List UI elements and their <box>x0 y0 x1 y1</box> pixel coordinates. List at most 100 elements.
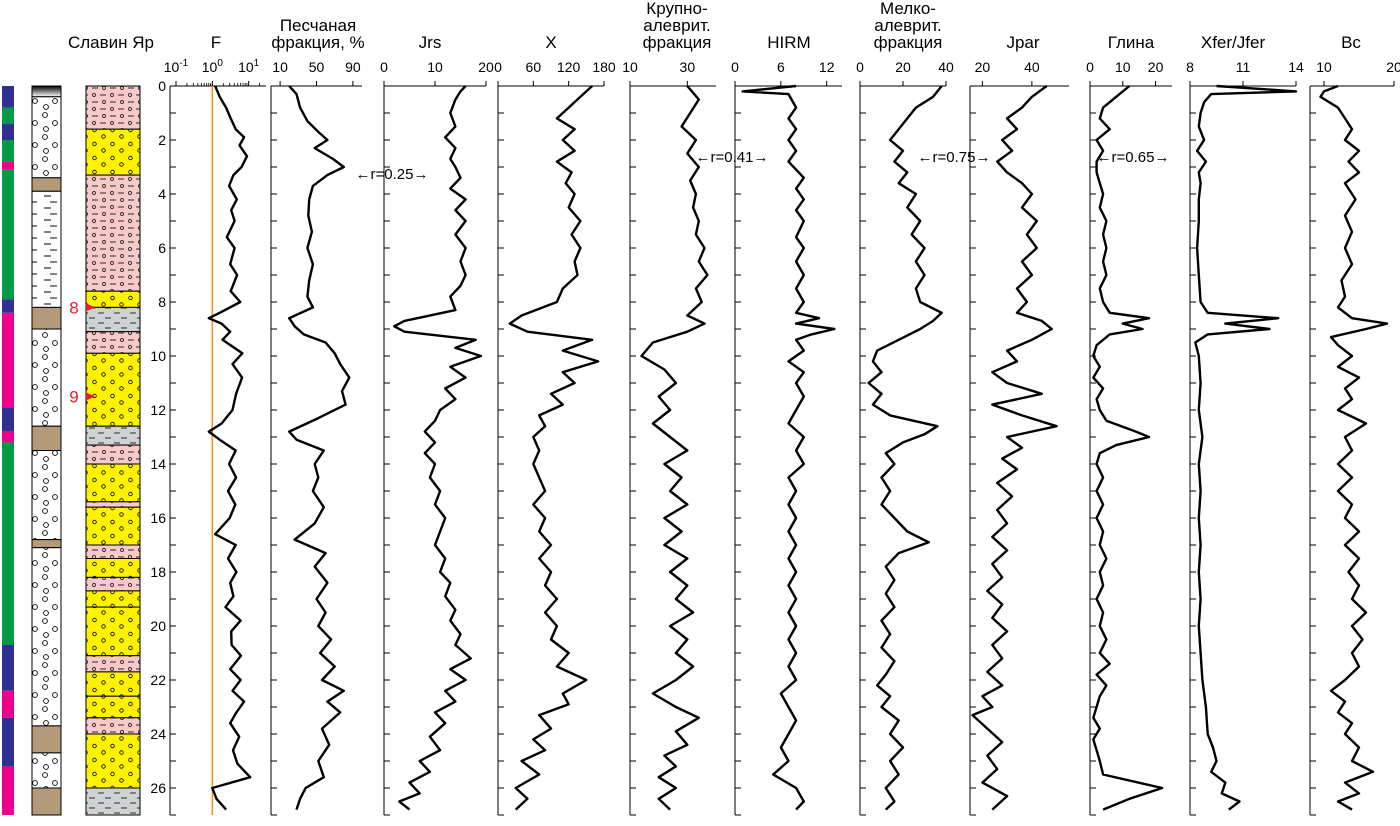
strip-segment-blue <box>2 644 14 691</box>
panel-title: Песчаная <box>280 16 356 35</box>
lithology-layer-sand <box>85 695 141 719</box>
panel-title: Глина <box>1108 33 1155 52</box>
lithology-layer-sand <box>85 558 141 578</box>
x-tick-label: 10 <box>622 59 638 75</box>
panel-title: F <box>211 33 221 52</box>
depth-tick-label: 26 <box>150 780 166 796</box>
strip-segment-pink <box>2 161 14 170</box>
lithology-layer-loam <box>85 85 141 130</box>
x-tick-label: 8 <box>1186 59 1194 75</box>
lithology-layer-sand <box>85 463 141 503</box>
schematic-layer-soil <box>31 787 62 816</box>
depth-tick-label: 10 <box>150 348 166 364</box>
depth-tick-label: 18 <box>150 564 166 580</box>
series-line <box>1319 84 1389 811</box>
panel-title: Крупно- <box>646 0 707 18</box>
series-line <box>971 85 1058 811</box>
panel-0: F 10-1 100 101 <box>164 33 266 815</box>
x-tick-label: 20 <box>478 59 494 75</box>
correlation-labels: ←r=0.25→ ←r=0.41→ ←r=0.75→ ←r=0.65→ <box>356 149 1170 183</box>
series-line <box>867 85 943 811</box>
depth-tick-label: 12 <box>150 402 166 418</box>
panel-title: Xfer/Jfer <box>1201 33 1266 52</box>
strip-segment-green <box>2 442 14 645</box>
depth-tick-label: 14 <box>150 456 166 472</box>
lithology-layer-loam <box>85 655 141 673</box>
x-tick-label: 20 <box>1386 59 1400 75</box>
x-tick-label: 10 <box>427 59 443 75</box>
series-line <box>393 85 483 811</box>
panel-title: фракция, % <box>271 33 364 52</box>
x-tick-label: 101 <box>238 58 260 75</box>
depth-tick-label: 2 <box>158 132 166 148</box>
strip-segment-green <box>2 169 14 300</box>
panel-title: X <box>545 33 556 52</box>
panel-title: Bc <box>1341 33 1361 52</box>
strip-segment-blue <box>2 123 14 140</box>
panel-2: Jrs 0 10 20 <box>380 33 494 816</box>
lithology-layer-sand <box>85 128 141 176</box>
correlation-label: ←r=0.65→ <box>1097 149 1170 166</box>
x-tick-label: 0 <box>731 59 739 75</box>
schematic-layer-soil <box>31 177 62 192</box>
lithology-layer-sand <box>85 352 141 427</box>
series-line <box>1092 85 1164 811</box>
schematic-layer-pebble <box>31 96 62 179</box>
x-tick-label: 10-1 <box>164 58 189 75</box>
panel-5: HIRM 0 6 12 <box>731 33 842 816</box>
strip-segment-pink <box>2 312 14 408</box>
correlation-label: ←r=0.25→ <box>356 166 429 183</box>
schematic-layer-pebble <box>31 752 62 789</box>
section-title: Славин Яр <box>68 33 154 52</box>
strip-segment-pink <box>2 690 14 718</box>
panel-title: Мелко- <box>880 0 936 18</box>
x-tick-label: 50 <box>309 59 325 75</box>
depth-tick-label: 16 <box>150 510 166 526</box>
lithology-layer-loam <box>85 501 141 508</box>
lithology-layer-loam <box>85 717 141 735</box>
depth-tick-label: 22 <box>150 672 166 688</box>
schematic-layer-gradient <box>31 85 62 98</box>
panel-title: фракция <box>643 33 712 52</box>
lithology-column <box>85 85 141 816</box>
strip-segment-green <box>2 140 14 162</box>
lithology-layer-sand <box>85 606 141 657</box>
lithology-layer-sand <box>85 506 141 546</box>
series-line <box>288 85 351 810</box>
panel-title: HIRM <box>767 33 810 52</box>
x-tick-label: 0 <box>1086 59 1094 75</box>
x-tick-label: 11 <box>1236 59 1251 75</box>
x-tick-label: 100 <box>202 58 224 75</box>
schematic-layer-pebble <box>31 450 62 541</box>
sample-markers: 89 <box>69 298 95 407</box>
panel-6: Мелко-алеврит.фракция 0 20 40 <box>856 0 954 816</box>
sample-marker-8 <box>86 303 95 312</box>
x-tick-label: 14 <box>1288 59 1304 75</box>
schematic-layer-pebble <box>31 328 62 427</box>
x-tick-label: 120 <box>557 59 581 75</box>
strip-segment-blue <box>2 299 14 313</box>
panel-10: Bc 10 20 <box>1309 33 1400 816</box>
lithology-layer-loam <box>85 331 141 354</box>
x-tick-label: 0 <box>856 59 864 75</box>
x-tick-label: 60 <box>526 59 542 75</box>
panel-title: алеврит. <box>874 16 941 35</box>
strip-segment-pink <box>2 431 14 443</box>
panel-9: Xfer/Jfer 8 11 14 <box>1186 33 1304 816</box>
panel-title: Jrs <box>419 33 442 52</box>
color-strip <box>2 86 14 815</box>
x-tick-label: 20 <box>895 59 911 75</box>
depth-tick-label: 24 <box>150 726 166 742</box>
lithology-layer-loam <box>85 576 141 592</box>
lithology-layer-clay <box>85 787 141 816</box>
panel-title: алеврит. <box>643 16 710 35</box>
schematic-layer-soil <box>31 725 62 754</box>
sample-label-9: 9 <box>69 388 78 407</box>
series-line <box>741 84 836 811</box>
x-tick-label: 40 <box>938 59 954 75</box>
lithology-layer-sand <box>85 671 141 697</box>
lithology-layer-clay <box>85 306 141 333</box>
